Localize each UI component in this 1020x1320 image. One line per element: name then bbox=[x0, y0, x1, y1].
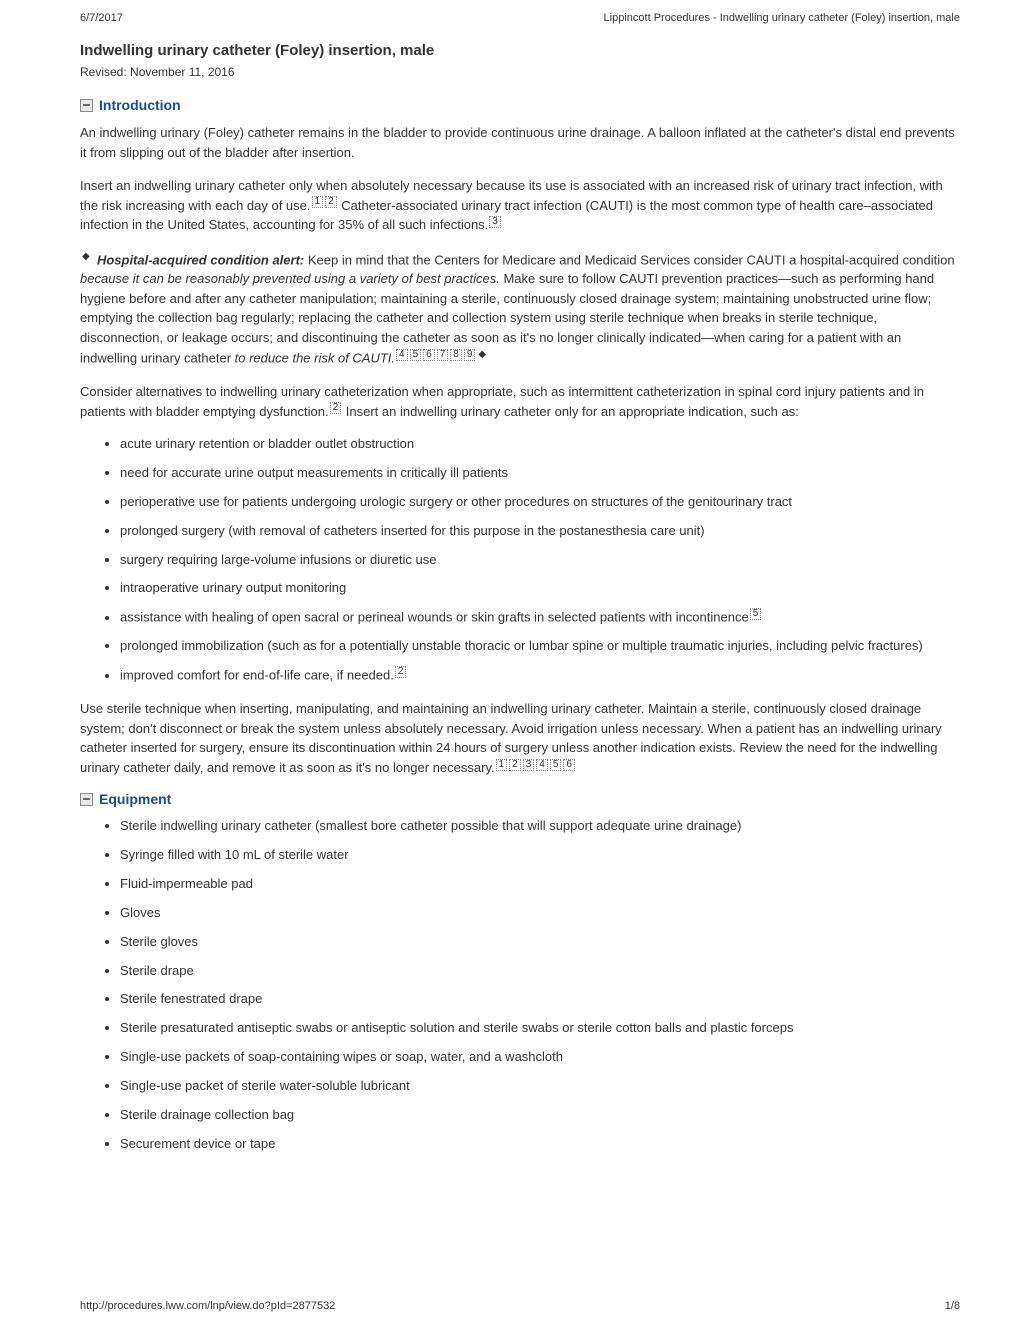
list-item: intraoperative urinary output monitoring bbox=[120, 579, 960, 598]
intro-p4: Consider alternatives to indwelling urin… bbox=[80, 382, 960, 421]
list-item: Sterile drape bbox=[120, 962, 960, 981]
ref-link[interactable]: 3 bbox=[489, 216, 501, 228]
list-item: Gloves bbox=[120, 904, 960, 923]
list-item: perioperative use for patients undergoin… bbox=[120, 493, 960, 512]
list-item: surgery requiring large-volume infusions… bbox=[120, 551, 960, 570]
ref-link[interactable]: 4 bbox=[396, 349, 408, 361]
list-item: Sterile presaturated antiseptic swabs or… bbox=[120, 1019, 960, 1038]
ref-link[interactable]: 1 bbox=[312, 196, 324, 208]
ref-link[interactable]: 7 bbox=[437, 349, 449, 361]
print-title: Lippincott Procedures - Indwelling urina… bbox=[604, 12, 960, 24]
list-item-text: prolonged surgery (with removal of cathe… bbox=[120, 523, 705, 538]
list-item-text: acute urinary retention or bladder outle… bbox=[120, 436, 414, 451]
ref-link[interactable]: 2 bbox=[325, 196, 337, 208]
ref-link[interactable]: 9 bbox=[464, 349, 476, 361]
list-item-text: prolonged immobilization (such as for a … bbox=[120, 638, 923, 653]
ref-link[interactable]: 6 bbox=[563, 759, 575, 771]
list-item-text: improved comfort for end-of-life care, i… bbox=[120, 668, 394, 683]
page-title: Indwelling urinary catheter (Foley) inse… bbox=[80, 42, 960, 59]
list-item: Sterile drainage collection bag bbox=[120, 1106, 960, 1125]
ref-link[interactable]: 2 bbox=[395, 666, 407, 678]
intro-p2: Insert an indwelling urinary catheter on… bbox=[80, 176, 960, 235]
list-item: prolonged immobilization (such as for a … bbox=[120, 637, 960, 656]
heading-text: Introduction bbox=[99, 97, 181, 113]
list-item-text: assistance with healing of open sacral o… bbox=[120, 610, 749, 625]
collapse-icon[interactable] bbox=[80, 99, 93, 112]
ref-link[interactable]: 5 bbox=[410, 349, 422, 361]
ref-link[interactable]: 5 bbox=[550, 759, 562, 771]
list-item: improved comfort for end-of-life care, i… bbox=[120, 666, 960, 685]
list-item: Single-use packet of sterile water-solub… bbox=[120, 1077, 960, 1096]
list-item: Single-use packets of soap-containing wi… bbox=[120, 1048, 960, 1067]
equipment-list: Sterile indwelling urinary catheter (sma… bbox=[80, 817, 960, 1153]
list-item: Sterile indwelling urinary catheter (sma… bbox=[120, 817, 960, 836]
diamond-icon: ◆ bbox=[478, 349, 486, 360]
indications-list: acute urinary retention or bladder outle… bbox=[80, 435, 960, 685]
ref-link[interactable]: 2 bbox=[330, 402, 342, 414]
collapse-icon[interactable] bbox=[80, 793, 93, 806]
intro-p1: An indwelling urinary (Foley) catheter r… bbox=[80, 123, 960, 162]
list-item: Syringe filled with 10 mL of sterile wat… bbox=[120, 846, 960, 865]
list-item-text: need for accurate urine output measureme… bbox=[120, 465, 508, 480]
ref-link[interactable]: 1 bbox=[496, 759, 508, 771]
section-heading-equipment: Equipment bbox=[80, 791, 960, 807]
ref-link[interactable]: 2 bbox=[509, 759, 521, 771]
list-item: acute urinary retention or bladder outle… bbox=[120, 435, 960, 454]
alert-lead: Hospital-acquired condition alert: bbox=[97, 252, 304, 267]
list-item-text: surgery requiring large-volume infusions… bbox=[120, 552, 436, 567]
intro-p5: Use sterile technique when inserting, ma… bbox=[80, 699, 960, 777]
list-item: Securement device or tape bbox=[120, 1135, 960, 1154]
list-item: Sterile fenestrated drape bbox=[120, 990, 960, 1009]
body-text: Insert an indwelling urinary catheter on… bbox=[342, 404, 799, 419]
ref-link[interactable]: 3 bbox=[523, 759, 535, 771]
list-item: Sterile gloves bbox=[120, 933, 960, 952]
hospital-alert: ◆ Hospital-acquired condition alert: Kee… bbox=[80, 249, 960, 369]
body-text: Keep in mind that the Centers for Medica… bbox=[304, 252, 954, 267]
list-item: need for accurate urine output measureme… bbox=[120, 464, 960, 483]
list-item-text: intraoperative urinary output monitoring bbox=[120, 580, 346, 595]
section-heading-introduction: Introduction bbox=[80, 97, 960, 113]
footer-url: http://procedures.lww.com/lnp/view.do?pI… bbox=[80, 1300, 335, 1312]
footer-page: 1/8 bbox=[945, 1300, 960, 1312]
list-item: assistance with healing of open sacral o… bbox=[120, 608, 960, 627]
ref-link[interactable]: 6 bbox=[423, 349, 435, 361]
print-header: 6/7/2017 Lippincott Procedures - Indwell… bbox=[80, 12, 960, 24]
list-item: Fluid-impermeable pad bbox=[120, 875, 960, 894]
ref-link[interactable]: 5 bbox=[750, 608, 762, 620]
print-footer: http://procedures.lww.com/lnp/view.do?pI… bbox=[0, 1300, 1020, 1320]
ref-link[interactable]: 8 bbox=[450, 349, 462, 361]
heading-text: Equipment bbox=[99, 791, 171, 807]
body-text-italic: because it can be reasonably prevented u… bbox=[80, 271, 500, 286]
body-text-italic: to reduce the risk of CAUTI. bbox=[235, 351, 395, 366]
list-item-text: perioperative use for patients undergoin… bbox=[120, 494, 792, 509]
list-item: prolonged surgery (with removal of cathe… bbox=[120, 522, 960, 541]
ref-link[interactable]: 4 bbox=[536, 759, 548, 771]
revised-date: Revised: November 11, 2016 bbox=[80, 65, 960, 79]
print-date: 6/7/2017 bbox=[80, 12, 123, 24]
diamond-icon: ◆ bbox=[82, 251, 90, 262]
